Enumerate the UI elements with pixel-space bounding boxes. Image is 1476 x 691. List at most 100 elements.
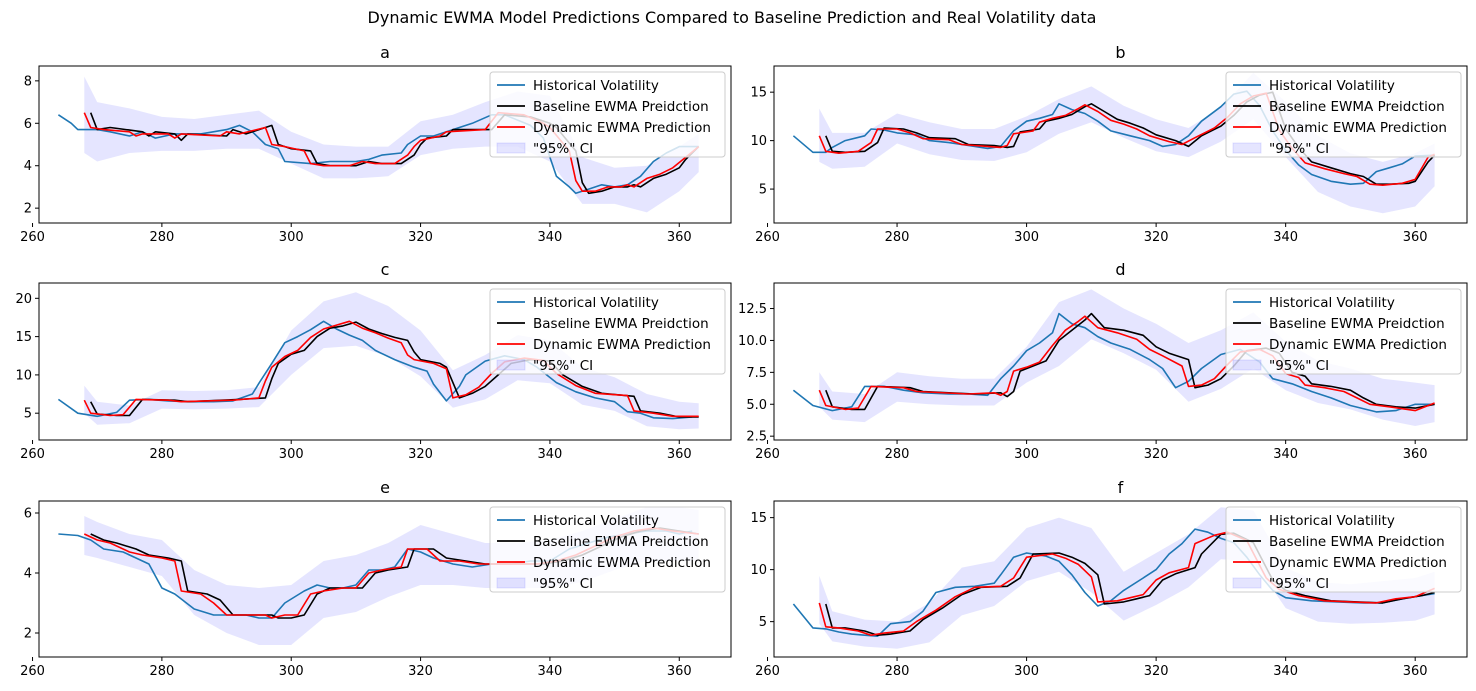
legend: Historical Volatility Baseline EWMA Preid… bbox=[489, 288, 726, 375]
legend-box bbox=[1225, 71, 1462, 158]
y-tick-label: 10 bbox=[750, 134, 767, 149]
legend: Historical Volatility Baseline EWMA Preid… bbox=[1225, 71, 1462, 158]
panel-title: b bbox=[1115, 43, 1125, 62]
series-line-baseline bbox=[825, 532, 1435, 637]
y-tick-label: 2 bbox=[24, 627, 32, 642]
panel-a: a 260 280 300 320 340 360 2 4 6 8 Historical Volati… bbox=[20, 43, 732, 245]
axes-frame bbox=[773, 500, 1468, 658]
x-tick-label: 260 bbox=[755, 664, 780, 679]
x-tick-label: 260 bbox=[20, 230, 45, 245]
x-tick-label: 320 bbox=[408, 230, 433, 245]
y-tick-label: 7.5 bbox=[746, 366, 767, 381]
x-tick-label: 280 bbox=[149, 664, 174, 679]
y-tick-label: 2.5 bbox=[746, 430, 767, 445]
legend-label: "95%" CI bbox=[533, 576, 593, 592]
y-tick-label: 15 bbox=[750, 511, 767, 526]
legend: Historical Volatility Baseline EWMA Preid… bbox=[489, 506, 726, 593]
legend-label: Baseline EWMA Preidction bbox=[533, 534, 709, 550]
panel-e: e 260 280 300 320 340 360 2 4 6 Historical Volatil… bbox=[20, 478, 732, 679]
x-tick-label: 300 bbox=[279, 664, 304, 679]
plot-area bbox=[792, 289, 1435, 426]
legend-box bbox=[489, 71, 726, 158]
x-tick-label: 360 bbox=[667, 230, 692, 245]
x-tick-label: 280 bbox=[149, 447, 174, 462]
legend-label: Dynamic EWMA Prediction bbox=[1269, 120, 1447, 136]
x-tick-label: 340 bbox=[1273, 230, 1298, 245]
legend-label: "95%" CI bbox=[1269, 576, 1329, 592]
x-tick-label: 260 bbox=[755, 447, 780, 462]
legend-label: Dynamic EWMA Prediction bbox=[1269, 337, 1447, 353]
legend-box bbox=[1225, 506, 1462, 593]
axes-frame bbox=[38, 65, 732, 224]
legend: Historical Volatility Baseline EWMA Preid… bbox=[1225, 506, 1462, 593]
axes-frame bbox=[773, 282, 1468, 441]
series-line-historical bbox=[792, 312, 1435, 413]
panel-title: a bbox=[380, 43, 390, 62]
y-tick-label: 20 bbox=[15, 292, 32, 307]
legend-swatch-ci bbox=[496, 142, 526, 154]
series-line-historical bbox=[792, 90, 1435, 185]
plot-area bbox=[57, 292, 699, 430]
y-tick-label: 5 bbox=[759, 615, 767, 630]
panels-group: a 260 280 300 320 340 360 2 4 6 8 Historical Volati… bbox=[15, 43, 1468, 679]
x-tick-label: 320 bbox=[1144, 447, 1169, 462]
legend-label: "95%" CI bbox=[533, 358, 593, 374]
legend: Historical Volatility Baseline EWMA Preid… bbox=[489, 71, 726, 158]
series-line-dynamic bbox=[83, 320, 699, 418]
series-line-dynamic bbox=[818, 315, 1435, 412]
legend-label: "95%" CI bbox=[1269, 358, 1329, 374]
y-tick-label: 10.0 bbox=[738, 334, 767, 349]
x-tick-label: 260 bbox=[20, 664, 45, 679]
legend-box bbox=[1225, 288, 1462, 375]
panel-title: c bbox=[381, 260, 390, 279]
y-tick-label: 8 bbox=[24, 74, 32, 89]
legend-label: Historical Volatility bbox=[1269, 513, 1395, 529]
panel-d: d 260 280 300 320 340 360 2.5 5.0 7.5 10.0 12.5 Hist… bbox=[738, 260, 1468, 462]
legend-swatch-ci bbox=[496, 359, 526, 371]
y-tick-label: 4 bbox=[24, 159, 32, 174]
axes-frame bbox=[38, 500, 732, 658]
x-tick-label: 320 bbox=[408, 447, 433, 462]
panel-b: b 260 280 300 320 340 360 5 10 15 Historical Volat… bbox=[750, 43, 1468, 245]
y-tick-label: 15 bbox=[750, 86, 767, 101]
x-tick-label: 300 bbox=[279, 230, 304, 245]
ci-band bbox=[819, 289, 1435, 426]
y-tick-label: 4 bbox=[24, 567, 32, 582]
axes-frame bbox=[773, 65, 1468, 224]
x-tick-label: 300 bbox=[1014, 664, 1039, 679]
x-tick-label: 280 bbox=[885, 664, 910, 679]
x-tick-label: 260 bbox=[20, 447, 45, 462]
y-tick-label: 5 bbox=[24, 407, 32, 422]
x-tick-label: 340 bbox=[1273, 447, 1298, 462]
panel-c: c 260 280 300 320 340 360 5 10 15 20 Historical Vol… bbox=[15, 260, 732, 462]
x-tick-label: 300 bbox=[1014, 230, 1039, 245]
x-tick-label: 360 bbox=[1403, 664, 1428, 679]
ci-band bbox=[819, 507, 1435, 649]
panel-title: d bbox=[1115, 260, 1125, 279]
legend-label: "95%" CI bbox=[1269, 141, 1329, 157]
ci-band bbox=[84, 292, 699, 430]
panel-f: f 260 280 300 320 340 360 5 10 15 Historical Volat… bbox=[750, 478, 1468, 679]
series-line-dynamic bbox=[818, 531, 1435, 637]
y-tick-label: 6 bbox=[24, 117, 32, 132]
legend-label: Dynamic EWMA Prediction bbox=[1269, 555, 1447, 571]
x-tick-label: 280 bbox=[885, 230, 910, 245]
series-line-baseline bbox=[825, 91, 1436, 185]
legend-label: Baseline EWMA Preidction bbox=[1269, 534, 1445, 550]
x-tick-label: 340 bbox=[538, 230, 563, 245]
y-tick-label: 10 bbox=[15, 368, 32, 383]
legend-label: Historical Volatility bbox=[533, 513, 659, 529]
legend-label: Dynamic EWMA Prediction bbox=[533, 337, 711, 353]
figure-suptitle: Dynamic EWMA Model Predictions Compared … bbox=[368, 8, 1097, 27]
legend-label: Baseline EWMA Preidction bbox=[1269, 316, 1445, 332]
x-tick-label: 260 bbox=[755, 230, 780, 245]
legend-label: Historical Volatility bbox=[1269, 295, 1395, 311]
legend: Historical Volatility Baseline EWMA Preid… bbox=[1225, 288, 1462, 375]
legend-box bbox=[489, 506, 726, 593]
legend-label: Dynamic EWMA Prediction bbox=[533, 120, 711, 136]
x-tick-label: 280 bbox=[149, 230, 174, 245]
legend-swatch-ci bbox=[1232, 359, 1262, 371]
x-tick-label: 280 bbox=[885, 447, 910, 462]
y-tick-label: 2 bbox=[24, 202, 32, 217]
